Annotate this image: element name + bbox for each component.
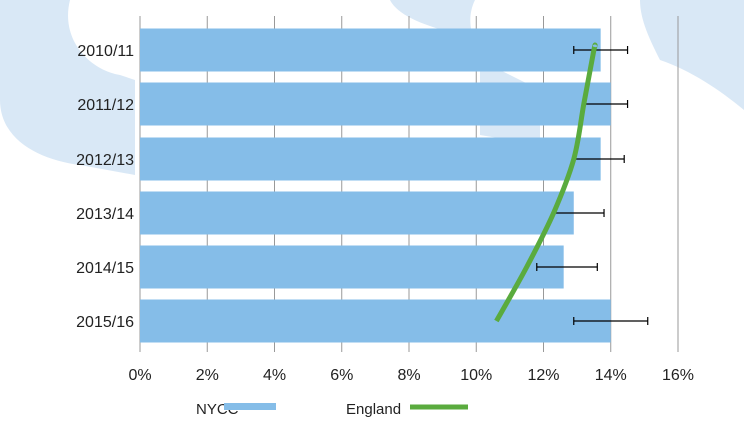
background-cloud-shape <box>0 0 135 175</box>
x-tick-label: 6% <box>330 367 353 384</box>
category-labels: 2010/11 2011/12 2012/13 2013/14 2014/15 2015/… <box>76 43 134 331</box>
england-series-line <box>494 42 598 323</box>
category-label: 2010/11 <box>77 43 134 60</box>
bar-2011-12 <box>140 82 611 126</box>
error-bar-2014-15 <box>536 263 598 271</box>
x-tick-label: 2% <box>196 367 219 384</box>
x-tick-labels: 0% 2% 4% 6% 8% 10% 12% 14% 16% <box>128 367 694 384</box>
bar-2015-16 <box>140 299 611 343</box>
x-tick-label: 4% <box>263 367 286 384</box>
x-tick-label: 12% <box>527 367 559 384</box>
legend-swatch-nycc <box>224 403 276 410</box>
bar-2013-14 <box>140 191 574 235</box>
legend: NYCC England <box>196 401 468 418</box>
category-label: 2011/12 <box>77 97 134 114</box>
legend-label-england: England <box>346 401 401 417</box>
x-tick-label: 0% <box>128 367 151 384</box>
category-label: 2015/16 <box>76 314 134 331</box>
x-tick-label: 10% <box>460 367 492 384</box>
category-label: 2014/15 <box>76 260 134 277</box>
category-label: 2013/14 <box>76 206 134 223</box>
bar-2014-15 <box>140 245 564 289</box>
x-tick-label: 8% <box>397 367 420 384</box>
nycc-bars <box>140 28 611 343</box>
gridlines <box>139 16 679 352</box>
error-bar-2015-16 <box>573 317 649 325</box>
england-line <box>494 42 598 323</box>
category-label: 2012/13 <box>76 152 134 169</box>
background-cloud-shape <box>640 0 744 110</box>
x-tick-label: 16% <box>662 367 694 384</box>
bar-2010-11 <box>140 28 601 72</box>
bar-2012-13 <box>140 137 601 181</box>
error-bar-2010-11 <box>573 46 629 54</box>
x-tick-label: 14% <box>595 367 627 384</box>
